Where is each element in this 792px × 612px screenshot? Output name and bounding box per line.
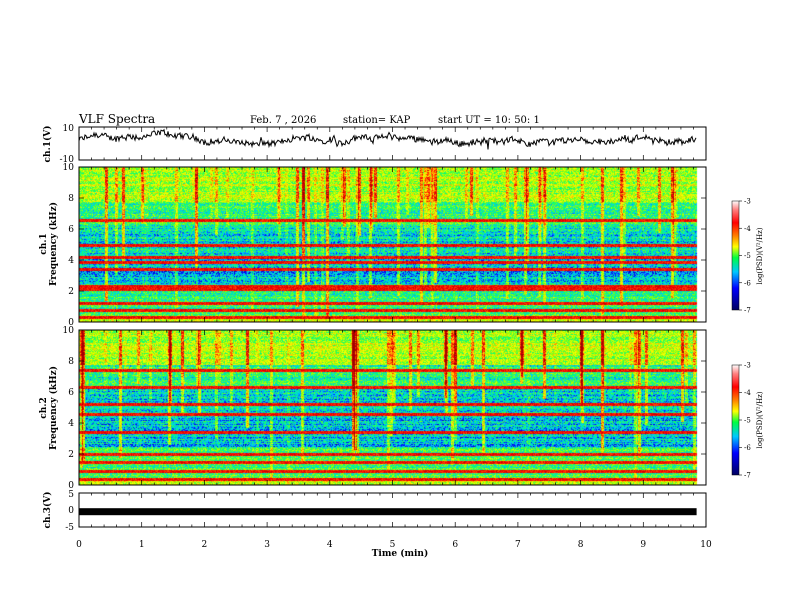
date-label: Feb. 7 , 2026 (250, 115, 316, 126)
colorbar-tick-label: -3 (744, 198, 751, 206)
colorbar-tick-label: -3 (744, 362, 751, 370)
ch1-waveform-panel: 10 -10 ch.1(V) (42, 124, 707, 165)
frequency-tick-label: 6 (68, 388, 74, 398)
time-tick-label: 8 (578, 540, 584, 550)
time-tick-label: 7 (515, 540, 521, 550)
ch2-frequency-axis-label: Frequency (kHz) (48, 366, 59, 450)
ch1-ytick-bottom: -10 (60, 155, 75, 165)
ch1-ytick-top: 10 (63, 124, 75, 134)
time-tick-label: 2 (202, 540, 208, 550)
ch3-ytick-bottom: -5 (65, 523, 74, 533)
frequency-tick-label: 8 (68, 357, 74, 367)
time-tick-label: 10 (700, 540, 712, 550)
time-tick-label: 1 (139, 540, 145, 550)
frequency-tick-label: 2 (68, 450, 74, 460)
frequency-tick-label: 4 (68, 256, 74, 266)
ch1-colorbar-label: log(PSD)(V²/Hz) (756, 227, 764, 284)
ch1-colorbar (731, 200, 740, 311)
ch2-colorbar-label: log(PSD)(V²/Hz) (756, 391, 764, 448)
frequency-tick-label: 4 (68, 419, 74, 429)
frequency-tick-label: 0 (68, 318, 74, 328)
time-tick-label: 9 (640, 540, 646, 550)
ch3-waveform-ylabel: ch.3(V) (42, 492, 53, 529)
frequency-tick-label: 6 (68, 225, 74, 235)
colorbar-tick-label: -4 (744, 389, 751, 397)
station-label: station= KAP (343, 115, 411, 126)
frequency-tick-label: 0 (68, 481, 74, 491)
ch2-spectrogram-image (79, 330, 706, 485)
ch1-frequency-axis-label: Frequency (kHz) (48, 202, 59, 286)
time-tick-label: 4 (327, 540, 333, 550)
ch3-ytick-mid: 0 (68, 506, 74, 516)
colorbar-tick-label: -5 (744, 252, 751, 260)
frequency-tick-label: 10 (63, 326, 75, 336)
ch1-waveform-ylabel: ch.1(V) (42, 126, 53, 163)
ch1-waveform-trace (78, 128, 697, 150)
figure-title: VLF Spectra (78, 112, 155, 126)
time-tick-label: 3 (264, 540, 270, 550)
ch3-waveform-trace (79, 508, 697, 516)
time-tick-label: 6 (452, 540, 458, 550)
frequency-tick-label: 8 (68, 194, 74, 204)
colorbar-tick-label: -5 (744, 417, 751, 425)
colorbar-tick-label: -6 (744, 444, 751, 452)
colorbar-tick-label: -6 (744, 279, 751, 287)
start-time-label: start UT = 10: 50: 1 (438, 115, 540, 126)
time-tick-label: 5 (390, 540, 396, 550)
colorbar-tick-label: -7 (744, 472, 751, 480)
ch3-ytick-top: 5 (68, 490, 74, 500)
time-axis-ticks: 0 1 2 3 4 5 6 7 8 9 10 (76, 540, 712, 550)
ch2-spectrogram-ylabel: ch.2 (39, 397, 49, 418)
ch1-spectrogram-ylabel: ch.1 (39, 233, 49, 254)
colorbar-tick-label: -7 (744, 307, 751, 315)
ch2-colorbar (731, 364, 740, 476)
colorbar-tick-label: -4 (744, 225, 751, 233)
ch1-spectrogram-image (79, 167, 706, 322)
ch3-waveform-panel: 5 0 -5 ch.3(V) (42, 490, 707, 533)
time-tick-label: 0 (76, 540, 82, 550)
frequency-tick-label: 2 (68, 287, 74, 297)
frequency-tick-label: 10 (63, 163, 75, 173)
time-axis-label: Time (min) (372, 548, 429, 559)
